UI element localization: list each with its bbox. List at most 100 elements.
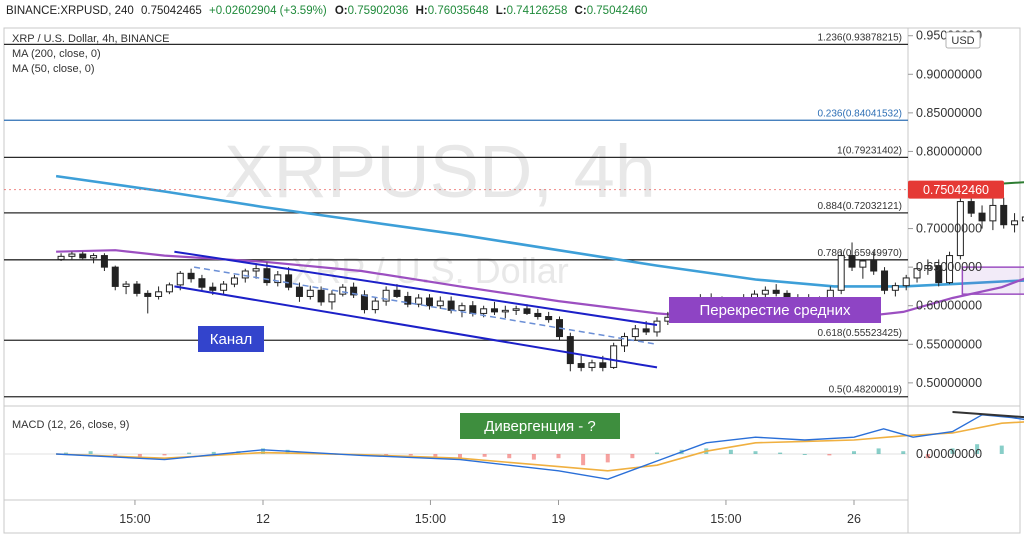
legend-ma200[interactable]: MA (200, close, 0) (12, 48, 101, 60)
price-axis-label: 0.80000000 (916, 144, 982, 158)
candle-body (79, 253, 87, 259)
ma-cross-label-text: Перекрестие средних (699, 302, 851, 319)
channel-label[interactable]: Канал (198, 326, 264, 352)
macd-histogram-bar (655, 452, 659, 454)
candle-body (989, 204, 997, 222)
candle-body (588, 362, 596, 368)
fib-label: 0.786(0.65949970) (817, 248, 902, 259)
high-value: 0.76035648 (428, 5, 489, 17)
price-pane[interactable] (4, 28, 908, 406)
price-axis-label: 0.60000000 (916, 299, 982, 313)
candle-body (144, 292, 152, 297)
candle-body (133, 283, 141, 294)
macd-histogram-bar (630, 454, 635, 459)
macd-axis-label: 0.00000000 (916, 447, 982, 461)
macd-histogram-bar (556, 454, 561, 459)
candle-body (902, 277, 910, 287)
candle-body (837, 255, 845, 291)
candle-body (978, 212, 986, 222)
macd-histogram-bar (778, 452, 783, 454)
low-value: 0.74126258 (507, 5, 568, 17)
macd-histogram-bar (64, 452, 68, 454)
candle-body (187, 272, 195, 280)
fib-label: 1.236(0.93878215) (817, 32, 902, 43)
low-label: L: (496, 5, 507, 17)
legend-macd[interactable]: MACD (12, 26, close, 9) (12, 419, 129, 431)
candle-body (881, 270, 889, 291)
candle-body (534, 312, 542, 318)
candle-body (469, 305, 477, 314)
candle-body (274, 274, 282, 284)
candle-body (870, 260, 878, 272)
divergence-label[interactable]: Дивергенция - ? (460, 413, 620, 439)
ma-cross-label[interactable]: Перекрестие средних (669, 297, 881, 323)
candle-body (946, 255, 954, 284)
macd-histogram-bar (113, 454, 118, 456)
candle-body (512, 308, 520, 311)
candle-body (1021, 216, 1024, 222)
candle-body (620, 336, 628, 347)
candle-body (545, 316, 553, 321)
open-value: 0.75902036 (348, 5, 409, 17)
time-axis-label: 26 (847, 512, 861, 526)
legend-pair[interactable]: XRP / U.S. Dollar, 4h, BINANCE (12, 33, 170, 45)
macd-line (56, 414, 1024, 480)
candle-body (317, 289, 325, 303)
fibonacci-levels[interactable]: 1.236(0.93878215) 0.236(0.84041532) 1(0.79… (4, 32, 908, 398)
legend-ma50[interactable]: MA (50, close, 0) (12, 63, 95, 75)
divergence-label-bg (460, 413, 620, 439)
macd-histogram-bar (408, 454, 413, 456)
candle-body (350, 286, 358, 296)
macd-histogram-bar (950, 448, 955, 454)
candle-body (198, 278, 206, 288)
last-price-tag-bg (908, 180, 1004, 199)
macd-histogram-bar (975, 444, 980, 454)
candle-body (285, 274, 293, 288)
fib-label: 0.618(0.55523425) (817, 328, 902, 339)
currency-badge[interactable] (945, 31, 981, 49)
candle-body (425, 297, 433, 307)
candle-body (1000, 204, 1008, 226)
ma-cross-label-bg (669, 297, 881, 323)
candle-body (220, 283, 228, 291)
candle-body (404, 295, 412, 305)
candle-body (935, 265, 943, 284)
macd-histogram-bar (88, 451, 93, 454)
candle-body (631, 328, 639, 338)
macd-histogram-bar (137, 454, 142, 457)
macd-histogram-bar (827, 454, 832, 456)
fib-label: 0.884(0.72032121) (817, 201, 902, 212)
fib-label: 0.5(0.48200019) (829, 385, 902, 396)
ma200-line (55, 174, 1024, 288)
candle-body (848, 255, 856, 268)
candle-body (339, 286, 347, 295)
price-axis-label: 0.90000000 (916, 67, 982, 81)
candle-body (100, 255, 108, 268)
current-price: 0.75042465 (141, 5, 202, 17)
close-label: C: (575, 5, 587, 17)
macd-histogram-bar (211, 451, 216, 454)
macd-histogram-bar (187, 452, 192, 454)
fib-label: 1(0.79231402) (837, 145, 902, 156)
candle-body (176, 272, 184, 286)
candle-body (924, 265, 932, 270)
fib-label: 0.236(0.84041532) (817, 108, 902, 119)
candle-body (436, 300, 444, 307)
drawings[interactable] (174, 171, 1024, 369)
time-axis-label: 15:00 (415, 512, 446, 526)
symbol-name: BINANCE:XRPUSD, 240 (6, 5, 134, 17)
macd-histogram-bar (458, 454, 462, 459)
candle-body (1011, 220, 1019, 226)
svg-text:BINANCE:XRPUSD, 240 0.75: BINANCE:XRPUSD, 240 0.75042465 +0.026029… (6, 5, 647, 17)
macd-histogram-bar (728, 449, 733, 454)
time-axis-label: 15:00 (710, 512, 741, 526)
macd-histogram-bar (482, 454, 487, 457)
time-axis-label: 12 (256, 512, 270, 526)
candle-body (891, 285, 899, 291)
candle-body (360, 294, 368, 311)
candle-body (577, 363, 585, 368)
macd-pane[interactable] (4, 411, 1024, 480)
divergence-label-text: Дивергенция - ? (484, 418, 596, 435)
price-axis-label: 0.85000000 (916, 106, 982, 120)
